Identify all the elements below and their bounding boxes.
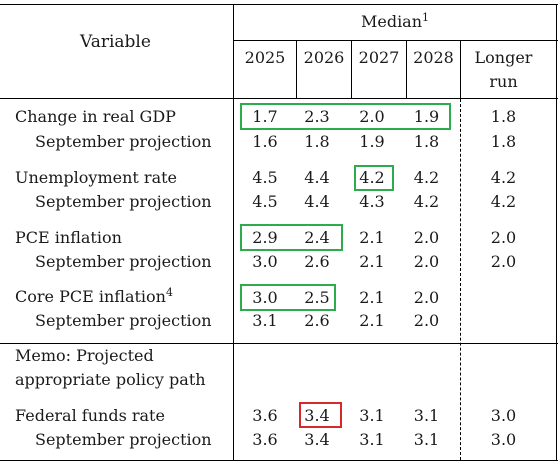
median-header: Median1 — [234, 12, 556, 32]
right-border — [556, 4, 557, 461]
cell-gdp-longer-run: 1.8 — [490, 107, 517, 126]
cell-fed-funds-2026: 3.4 — [304, 406, 330, 425]
row-label-gdp-september: September projection — [35, 132, 212, 151]
top-rule — [0, 4, 558, 5]
longer-run-header-line1: Longer — [474, 48, 533, 67]
row-label-core-pce-september: September projection — [35, 311, 212, 330]
row-label-unemployment-september: September projection — [35, 192, 212, 211]
cell-fed-funds-sep-2028: 3.1 — [413, 430, 440, 449]
cell-pce-sep-2028: 2.0 — [413, 252, 440, 271]
cell-unemp-2026: 4.4 — [304, 168, 330, 187]
cell-fed-funds-2025: 3.6 — [252, 406, 278, 425]
cell-unemp-sep-2025: 4.5 — [252, 192, 278, 211]
cell-core-pce-2025: 3.0 — [252, 288, 278, 307]
cell-pce-sep-2025: 3.0 — [252, 252, 278, 271]
cell-fed-funds-sep-2027: 3.1 — [359, 430, 385, 449]
row-label-gdp: Change in real GDP — [15, 107, 176, 126]
median-footnote: 1 — [422, 11, 430, 24]
cell-gdp-2026: 2.3 — [304, 107, 330, 126]
row-label-pce-september: September projection — [35, 252, 212, 271]
cell-gdp-sep-2025: 1.6 — [252, 132, 278, 151]
median-label: Median — [360, 12, 423, 31]
cell-unemp-longer-run: 4.2 — [490, 168, 517, 187]
cell-fed-funds-sep-2025: 3.6 — [252, 430, 278, 449]
year-divider-3 — [406, 40, 407, 99]
cell-unemp-sep-2027: 4.3 — [359, 192, 385, 211]
memo-top-rule — [0, 343, 558, 344]
core-pce-label-text: Core PCE inflation — [15, 287, 166, 306]
highlight-box-unemployment-2027 — [354, 165, 394, 191]
variable-header: Variable — [80, 32, 151, 52]
year-header-2026: 2026 — [303, 48, 345, 67]
cell-fed-funds-2027: 3.1 — [359, 406, 385, 425]
memo-line-2: appropriate policy path — [15, 370, 206, 389]
cell-gdp-2028: 1.9 — [413, 107, 440, 126]
cell-pce-sep-longer-run: 2.0 — [490, 252, 517, 271]
cell-gdp-sep-longer-run: 1.8 — [490, 132, 517, 151]
cell-unemp-sep-2026: 4.4 — [304, 192, 330, 211]
highlight-box-fed-funds-2026 — [299, 402, 342, 428]
year-divider-2 — [351, 40, 352, 99]
cell-unemp-2027: 4.2 — [359, 168, 385, 187]
row-label-pce: PCE inflation — [15, 228, 122, 247]
year-divider-4 — [460, 40, 461, 99]
cell-gdp-sep-2028: 1.8 — [413, 132, 440, 151]
year-header-2025: 2025 — [244, 48, 286, 67]
cell-unemp-sep-longer-run: 4.2 — [490, 192, 517, 211]
year-divider-1 — [296, 40, 297, 99]
highlight-box-gdp-median — [240, 103, 451, 130]
highlight-box-core-pce-2025-2026 — [240, 284, 336, 311]
cell-pce-longer-run: 2.0 — [490, 228, 517, 247]
cell-core-pce-sep-2025: 3.1 — [252, 311, 278, 330]
cell-fed-funds-longer-run: 3.0 — [490, 406, 517, 425]
median-underline — [234, 40, 558, 41]
year-header-2028: 2028 — [413, 48, 454, 67]
header-bottom-rule — [0, 98, 558, 99]
row-label-fed-funds: Federal funds rate — [15, 406, 165, 425]
cell-pce-2027: 2.1 — [359, 228, 385, 247]
cell-gdp-sep-2027: 1.9 — [359, 132, 385, 151]
cell-pce-2025: 2.9 — [252, 228, 278, 247]
cell-core-pce-2026: 2.5 — [304, 288, 330, 307]
cell-core-pce-sep-2026: 2.6 — [304, 311, 330, 330]
cell-unemp-2028: 4.2 — [413, 168, 440, 187]
cell-pce-sep-2027: 2.1 — [359, 252, 385, 271]
cell-core-pce-2027: 2.1 — [359, 288, 385, 307]
cell-gdp-2025: 1.7 — [252, 107, 278, 126]
core-pce-footnote: 4 — [165, 286, 173, 299]
cell-fed-funds-sep-longer-run: 3.0 — [490, 430, 517, 449]
cell-core-pce-sep-2028: 2.0 — [413, 311, 440, 330]
row-label-core-pce: Core PCE inflation4 — [15, 287, 173, 307]
cell-unemp-2025: 4.5 — [252, 168, 278, 187]
cell-core-pce-2028: 2.0 — [413, 288, 440, 307]
row-label-fed-funds-september: September projection — [35, 430, 212, 449]
cell-gdp-2027: 2.0 — [359, 107, 385, 126]
cell-fed-funds-2028: 3.1 — [413, 406, 440, 425]
cell-unemp-sep-2028: 4.2 — [413, 192, 440, 211]
year-header-2027: 2027 — [358, 48, 400, 67]
longer-run-header-line2: run — [489, 72, 518, 91]
bottom-rule — [0, 460, 558, 461]
variable-column-divider — [233, 4, 234, 461]
cell-pce-2026: 2.4 — [304, 228, 330, 247]
memo-line-1: Memo: Projected — [15, 346, 154, 365]
row-label-unemployment: Unemployment rate — [15, 168, 178, 187]
highlight-box-pce-2025-2026 — [240, 224, 343, 251]
cell-fed-funds-sep-2026: 3.4 — [304, 430, 330, 449]
cell-pce-2028: 2.0 — [413, 228, 440, 247]
cell-gdp-sep-2026: 1.8 — [304, 132, 330, 151]
cell-core-pce-sep-2027: 2.1 — [359, 311, 385, 330]
longer-run-dashed-divider — [460, 99, 461, 460]
cell-pce-sep-2026: 2.6 — [304, 252, 330, 271]
